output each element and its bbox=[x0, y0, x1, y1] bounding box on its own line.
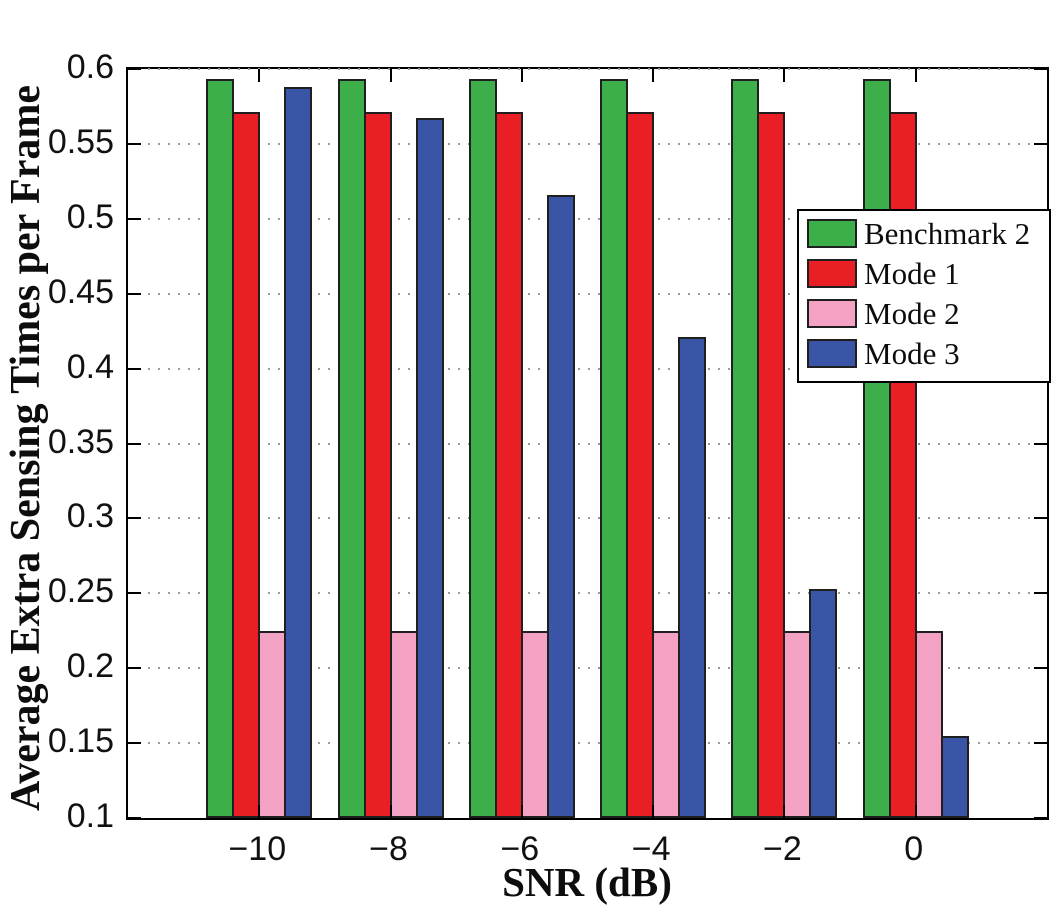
bar-mode-1-snr-6 bbox=[494, 112, 523, 818]
gridline bbox=[128, 68, 1047, 70]
x-axis-label: SNR (dB) bbox=[502, 859, 672, 905]
y-tick-left bbox=[128, 817, 141, 819]
x-tick-bottom bbox=[389, 805, 392, 818]
y-tick-label-0.15: 0.15 bbox=[47, 722, 114, 761]
x-tick-label--10: −10 bbox=[228, 830, 287, 868]
bar-mode-1-snr-10 bbox=[232, 112, 261, 818]
y-tick-right bbox=[1034, 517, 1047, 520]
y-tick-left bbox=[128, 667, 141, 670]
legend-item-mode-2: Mode 2 bbox=[807, 298, 1043, 329]
bar-mode-2-snr-4 bbox=[652, 630, 681, 818]
x-tick-bottom bbox=[520, 805, 523, 818]
y-tick-left bbox=[128, 442, 141, 445]
gridline bbox=[128, 592, 1047, 595]
bar-mode-2-snr-8 bbox=[389, 630, 418, 818]
y-tick-label-0.35: 0.35 bbox=[47, 422, 114, 461]
legend-label: Mode 3 bbox=[864, 336, 960, 371]
y-tick-label-0.5: 0.5 bbox=[66, 197, 114, 236]
y-tick-label-0.6: 0.6 bbox=[66, 48, 114, 86]
gridline bbox=[128, 667, 1047, 670]
legend-swatch-benchmark-2 bbox=[807, 219, 857, 248]
bar-mode-3-snr-4 bbox=[678, 337, 707, 818]
y-tick-left bbox=[128, 742, 141, 745]
bar-mode-2-snr-10 bbox=[258, 630, 287, 818]
bar-mode-2-snr-2 bbox=[783, 630, 812, 818]
y-tick-right bbox=[1034, 592, 1047, 595]
legend-item-mode-1: Mode 1 bbox=[807, 258, 1043, 289]
y-tick-right bbox=[1034, 442, 1047, 445]
y-tick-left bbox=[128, 367, 141, 370]
x-tick-label--6: −6 bbox=[500, 830, 540, 868]
bar-benchmark-2-snr-2 bbox=[731, 79, 760, 818]
legend-label: Mode 1 bbox=[864, 256, 960, 291]
y-tick-label-0.4: 0.4 bbox=[66, 347, 114, 386]
legend-swatch-mode-3 bbox=[807, 339, 857, 368]
x-tick-top bbox=[652, 69, 655, 82]
y-tick-label-0.25: 0.25 bbox=[47, 572, 114, 611]
y-tick-right bbox=[1034, 667, 1047, 670]
x-tick-label--8: −8 bbox=[369, 830, 408, 868]
bar-mode-3-snr-10 bbox=[284, 86, 313, 818]
x-tick-top bbox=[258, 69, 261, 82]
bar-mode-3-snr0 bbox=[940, 735, 969, 818]
y-tick-left bbox=[128, 68, 141, 70]
bar-mode-3-snr-8 bbox=[415, 118, 444, 818]
y-tick-right bbox=[1034, 142, 1047, 145]
bar-mode-3-snr-2 bbox=[809, 588, 838, 818]
bar-mode-3-snr-6 bbox=[546, 194, 575, 818]
y-tick-left bbox=[128, 217, 141, 220]
gridline bbox=[128, 142, 1047, 145]
y-tick-label-0.2: 0.2 bbox=[66, 647, 114, 686]
x-tick-bottom bbox=[783, 805, 786, 818]
bar-benchmark-2-snr0 bbox=[862, 79, 891, 818]
legend-label: Benchmark 2 bbox=[864, 216, 1031, 251]
bar-mode-2-snr0 bbox=[914, 630, 943, 818]
bar-mode-1-snr-4 bbox=[626, 112, 655, 818]
y-tick-left bbox=[128, 292, 141, 295]
y-tick-label-0.3: 0.3 bbox=[66, 497, 114, 536]
x-tick-label--4: −4 bbox=[631, 830, 671, 868]
x-tick-top bbox=[389, 69, 392, 82]
x-tick-bottom bbox=[258, 805, 261, 818]
legend-swatch-mode-2 bbox=[807, 299, 857, 328]
y-tick-left bbox=[128, 592, 141, 595]
bar-benchmark-2-snr-10 bbox=[206, 79, 235, 818]
x-tick-bottom bbox=[652, 805, 655, 818]
y-tick-left bbox=[128, 517, 141, 520]
bar-benchmark-2-snr-6 bbox=[468, 79, 497, 818]
gridline bbox=[128, 217, 1047, 220]
gridline bbox=[128, 517, 1047, 520]
y-tick-right bbox=[1034, 68, 1047, 70]
x-tick-label--2: −2 bbox=[763, 830, 802, 868]
gridline bbox=[128, 442, 1047, 445]
x-tick-top bbox=[783, 69, 786, 82]
y-tick-label-0.1: 0.1 bbox=[66, 797, 114, 835]
x-tick-top bbox=[520, 69, 523, 82]
legend-item-benchmark-2: Benchmark 2 bbox=[807, 218, 1043, 249]
legend-swatch-mode-1 bbox=[807, 259, 857, 288]
bar-mode-1-snr-2 bbox=[757, 112, 786, 818]
y-tick-right bbox=[1034, 742, 1047, 745]
gridline bbox=[128, 367, 1047, 370]
legend-label: Mode 2 bbox=[864, 296, 960, 331]
bar-benchmark-2-snr-8 bbox=[337, 79, 366, 818]
legend: Benchmark 2 Mode 1 Mode 2 Mode 3 bbox=[797, 209, 1051, 383]
x-tick-top bbox=[914, 69, 917, 82]
bar-benchmark-2-snr-4 bbox=[600, 79, 629, 818]
y-tick-label-0.55: 0.55 bbox=[47, 122, 114, 161]
y-tick-label-0.45: 0.45 bbox=[47, 272, 114, 311]
bar-mode-2-snr-6 bbox=[520, 630, 549, 818]
legend-item-mode-3: Mode 3 bbox=[807, 338, 1043, 369]
y-tick-right bbox=[1034, 817, 1047, 819]
gridline bbox=[128, 742, 1047, 745]
gridline bbox=[128, 292, 1047, 295]
x-tick-bottom bbox=[914, 805, 917, 818]
x-tick-label-0: 0 bbox=[904, 830, 924, 868]
y-tick-left bbox=[128, 142, 141, 145]
plot-area bbox=[126, 67, 1049, 820]
bar-mode-1-snr-8 bbox=[363, 112, 392, 818]
